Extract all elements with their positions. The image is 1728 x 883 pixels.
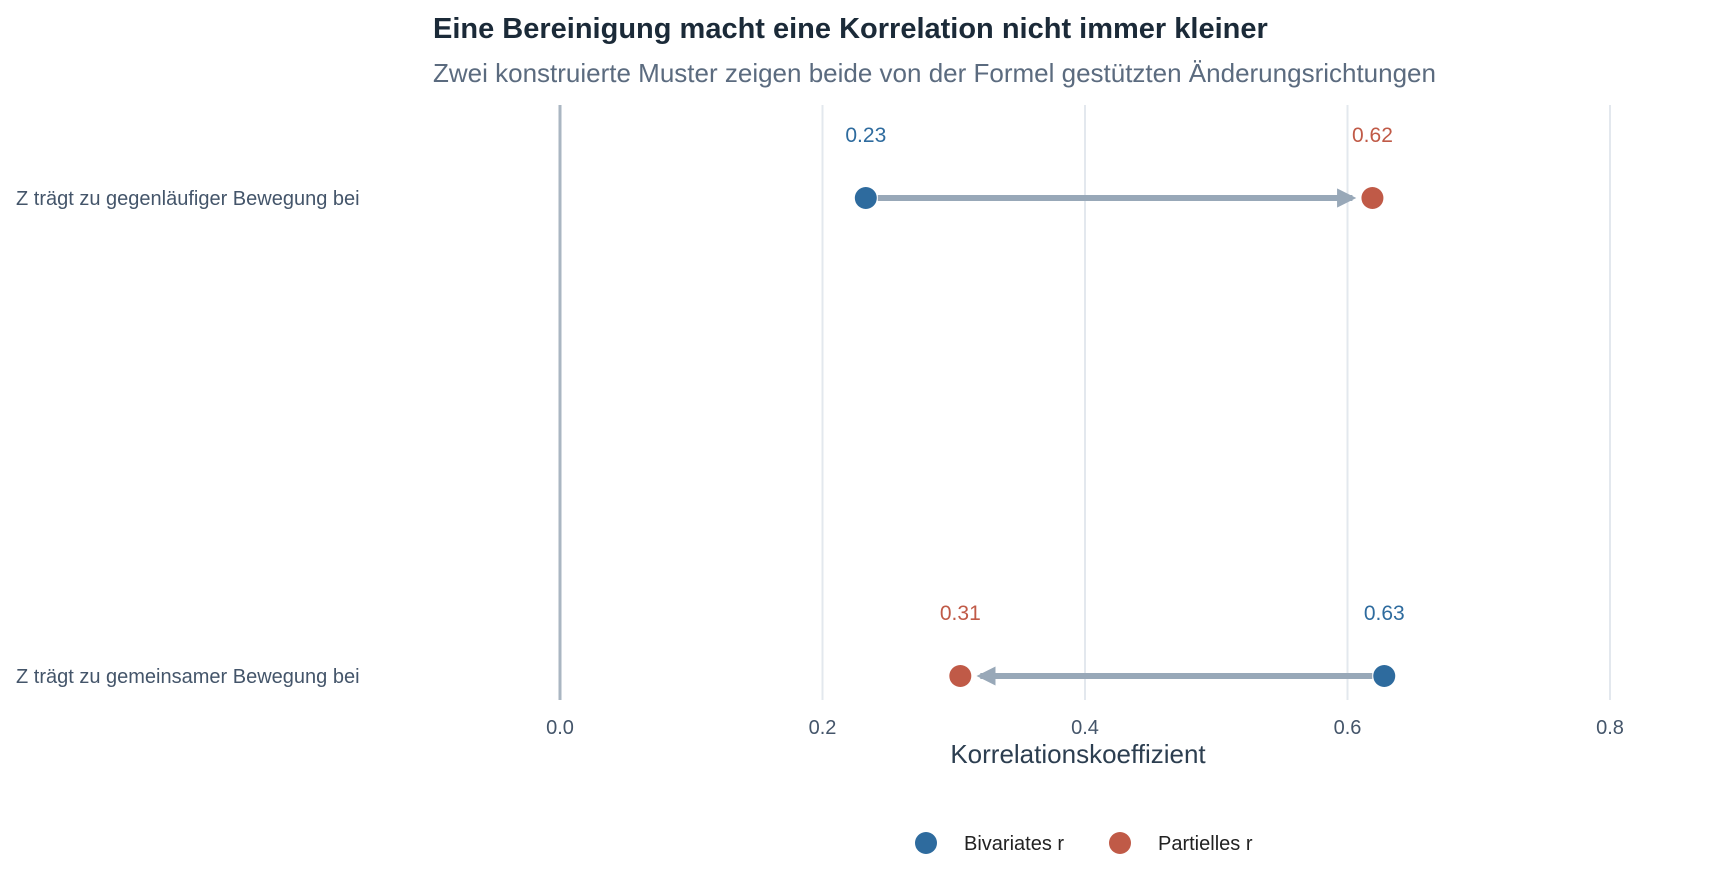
legend-swatch-partial <box>1109 832 1131 854</box>
x-axis-title: Korrelationskoeffizient <box>950 739 1206 769</box>
x-tick-label: 0.2 <box>809 717 837 739</box>
x-tick-label: 0.8 <box>1596 717 1624 739</box>
point-bivariate <box>1373 665 1396 687</box>
data-label-bivariate: 0.23 <box>845 124 886 147</box>
data-label-bivariate: 0.63 <box>1364 602 1405 625</box>
x-tick-label: 0.4 <box>1071 717 1099 739</box>
data-marks <box>854 187 1396 687</box>
legend-label-bivariate: Bivariates r <box>964 833 1064 855</box>
x-tick-label: 0.6 <box>1334 717 1362 739</box>
chart-subtitle: Zwei konstruierte Muster zeigen beide vo… <box>433 58 1436 88</box>
point-partial <box>1361 187 1384 209</box>
point-partial <box>949 665 972 687</box>
x-axis-ticks: 0.0 0.2 0.4 0.6 0.8 <box>546 717 1624 739</box>
data-label-partial: 0.62 <box>1352 124 1393 147</box>
legend-swatch-bivariate <box>915 832 937 854</box>
chart-title: Eine Bereinigung macht eine Korrelation … <box>433 13 1268 45</box>
legend-label-partial: Partielles r <box>1158 833 1253 855</box>
data-labels: 0.23 0.62 0.63 0.31 <box>845 124 1404 625</box>
category-labels: Z trägt zu gegenläufiger Bewegung bei Z t… <box>16 188 360 688</box>
gridlines <box>558 105 1611 700</box>
data-label-partial: 0.31 <box>940 602 981 625</box>
x-tick-label: 0.0 <box>546 717 574 739</box>
legend: Bivariates r Partielles r <box>915 832 1253 855</box>
category-label: Z trägt zu gemeinsamer Bewegung bei <box>16 666 360 688</box>
category-label: Z trägt zu gegenläufiger Bewegung bei <box>16 188 360 210</box>
point-bivariate <box>854 187 877 209</box>
